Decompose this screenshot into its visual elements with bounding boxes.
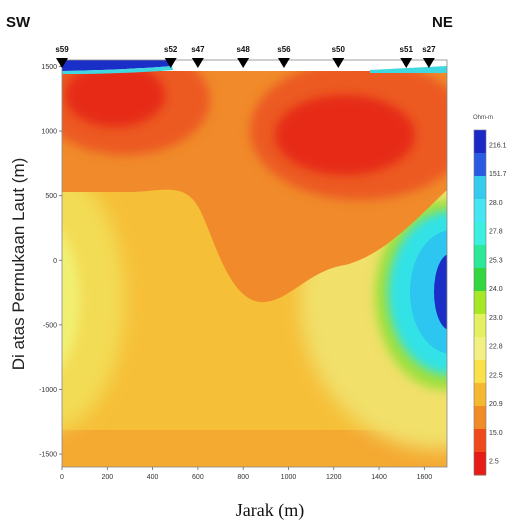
- section-plot-area: [62, 60, 447, 467]
- colorbar-segment: [474, 199, 486, 223]
- station-label: s48: [236, 45, 250, 54]
- station-marker: [277, 58, 290, 68]
- station-marker: [237, 58, 250, 68]
- station-marker: [332, 58, 345, 68]
- y-tick-label: -1500: [39, 452, 57, 459]
- y-tick-label: 1000: [41, 129, 57, 136]
- y-tick-label: 500: [45, 193, 57, 200]
- station-marker: [191, 58, 204, 68]
- surface-cyan-edge: [62, 66, 173, 74]
- colorbar-label: 151.7: [489, 171, 507, 178]
- y-tick-label: -1000: [39, 387, 57, 394]
- x-tick-label: 800: [237, 474, 249, 481]
- x-tick-label: 0: [60, 474, 64, 481]
- colorbar: 216.1 151.7 28.0 27.8 25.3 24.0 23.0 22.8 22.5 20…: [473, 129, 507, 476]
- colorbar-segment: [474, 383, 486, 407]
- west-low-resistivity-lobe: [62, 171, 125, 429]
- x-tick-label: 1600: [417, 474, 433, 481]
- station-label: s59: [55, 45, 69, 54]
- colorbar-segment: [474, 360, 486, 384]
- colorbar-segment: [474, 130, 486, 154]
- colorbar-segment: [474, 452, 486, 476]
- plot-frame: [61, 59, 448, 468]
- x-axis-label: Jarak (m): [235, 500, 305, 520]
- east-cyan-core: [410, 230, 447, 354]
- colorbar-units: Ohm-m: [473, 115, 493, 121]
- x-tick-label: 1400: [371, 474, 387, 481]
- direction-label-ne: NE: [432, 14, 453, 31]
- colorbar-frame: [473, 129, 487, 476]
- direction-label-sw: SW: [6, 14, 31, 31]
- y-tick-label: -500: [43, 322, 57, 329]
- station-label: s27: [422, 45, 436, 54]
- colorbar-segment: [474, 176, 486, 200]
- colorbar-segment: [474, 268, 486, 292]
- x-tick-label: 400: [147, 474, 159, 481]
- station-label: s51: [400, 45, 414, 54]
- colorbar-label: 28.0: [489, 200, 503, 207]
- x-tick-label: 1200: [326, 474, 342, 481]
- west-core-lobe: [62, 233, 80, 367]
- colorbar-label: 216.1: [489, 142, 507, 149]
- colorbar-segment: [474, 406, 486, 430]
- station-marker: [164, 58, 177, 68]
- colorbar-segment: [474, 153, 486, 177]
- station-label: s56: [277, 45, 291, 54]
- east-blue-core: [434, 254, 447, 330]
- station-markers: s59 s52 s47 s48 s56 s50 s51 s27: [55, 45, 436, 68]
- colorbar-label: 23.0: [489, 315, 503, 322]
- east-red-core: [275, 95, 415, 175]
- station-marker: [422, 58, 435, 68]
- station-label: s47: [191, 45, 205, 54]
- y-tick-label: 0: [53, 258, 57, 265]
- station-marker: [400, 58, 413, 68]
- colorbar-label: 20.9: [489, 401, 503, 408]
- y-axis-label: Di atas Permukaan Laut (m): [9, 157, 28, 371]
- colorbar-label: 15.0: [489, 430, 503, 437]
- axes: 0 200 400 600 800 1000 1200 1400 1600 1500 1000 500…: [39, 64, 432, 481]
- colorbar-segment: [474, 337, 486, 361]
- colorbar-segment: [474, 222, 486, 246]
- surface-cyan-east: [370, 66, 447, 73]
- y-tick-label: 1500: [41, 64, 57, 71]
- above-surface-blank: [62, 60, 447, 71]
- west-red-core: [65, 63, 165, 127]
- station-label: s52: [164, 45, 178, 54]
- colorbar-label: 24.0: [489, 286, 503, 293]
- station-marker: [56, 58, 68, 68]
- colorbar-label: 27.8: [489, 229, 503, 236]
- colorbar-label: 22.8: [489, 344, 503, 351]
- x-tick-label: 600: [192, 474, 204, 481]
- colorbar-segment: [474, 429, 486, 453]
- colorbar-segment: [474, 245, 486, 269]
- x-tick-label: 200: [101, 474, 113, 481]
- colorbar-label: 2.5: [489, 459, 499, 466]
- colorbar-segment: [474, 291, 486, 315]
- colorbar-label: 22.5: [489, 372, 503, 379]
- x-tick-label: 1000: [281, 474, 297, 481]
- surface-blue-west: [62, 60, 172, 71]
- colorbar-segment: [474, 314, 486, 338]
- colorbar-label: 25.3: [489, 257, 503, 264]
- station-label: s50: [332, 45, 346, 54]
